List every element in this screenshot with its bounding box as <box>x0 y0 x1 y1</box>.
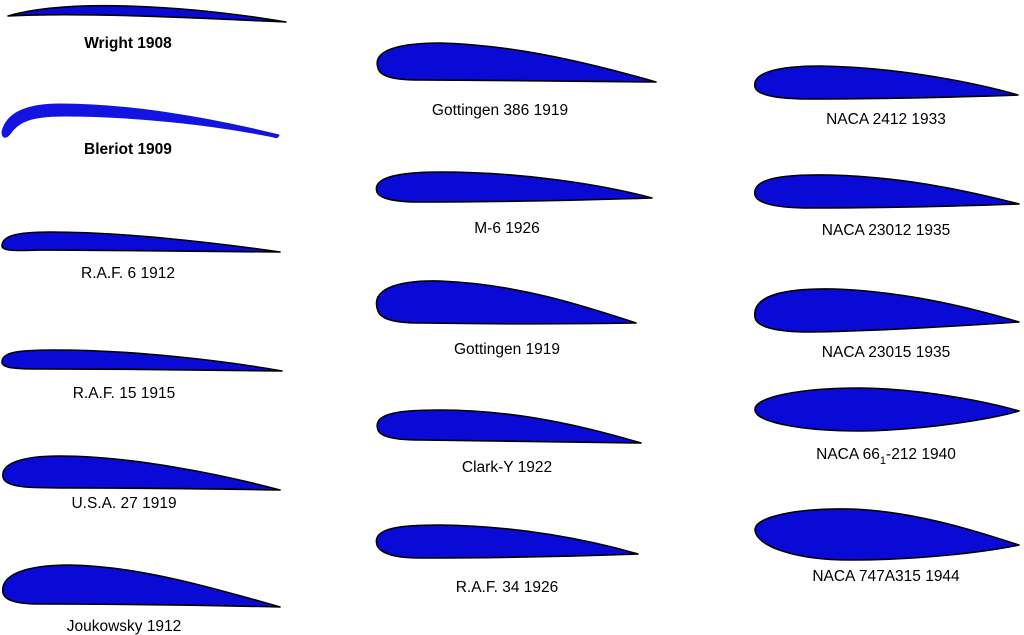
airfoil-shape-bleriot-1909 <box>1 103 280 139</box>
airfoil-shape-wright-1908 <box>7 4 287 23</box>
airfoil-shape-clarky-1922 <box>376 409 642 444</box>
airfoil-label-clarky-1922: Clark-Y 1922 <box>462 459 552 476</box>
airfoil-label-m6-1926: M-6 1926 <box>474 220 539 237</box>
airfoil-label-usa27-1919: U.S.A. 27 1919 <box>71 495 176 512</box>
airfoil-label-naca23015-1935: NACA 23015 1935 <box>822 344 950 361</box>
airfoil-label-naca23012-1935: NACA 23012 1935 <box>822 222 950 239</box>
label-part-suffix: -212 1940 <box>886 446 956 463</box>
airfoil-shape-gottingen386-1919 <box>376 42 657 83</box>
label-part-subscript: 1 <box>880 455 886 467</box>
airfoil-label-naca747a315-1944: NACA 747A315 1944 <box>812 568 960 585</box>
airfoil-label-joukowsky-1912: Joukowsky 1912 <box>67 618 182 635</box>
airfoil-label-gottingen386-1919: Gottingen 386 1919 <box>432 102 568 119</box>
airfoil-label-bleriot-1909: Bleriot 1909 <box>84 141 172 158</box>
airfoil-label-gottingen-1919: Gottingen 1919 <box>454 341 560 358</box>
airfoil-shape-raf15-1915 <box>1 349 283 372</box>
airfoil-shape-gottingen-1919 <box>375 280 637 325</box>
airfoil-label-naca661-212-1940: NACA 661-212 1940 <box>816 446 956 467</box>
airfoil-shape-naca23012-1935 <box>754 174 1020 209</box>
airfoil-shape-naca661-212-1940 <box>754 387 1020 432</box>
airfoil-label-raf34-1926: R.A.F. 34 1926 <box>456 579 559 596</box>
airfoil-shape-usa27-1919 <box>2 455 281 491</box>
airfoil-shape-naca2412-1933 <box>754 65 1019 100</box>
airfoil-label-raf6-1912: R.A.F. 6 1912 <box>81 265 175 282</box>
airfoil-shape-m6-1926 <box>375 171 653 203</box>
airfoil-label-wright-1908: Wright 1908 <box>84 35 172 52</box>
airfoil-shape-raf34-1926 <box>375 524 639 559</box>
airfoil-label-raf15-1915: R.A.F. 15 1915 <box>73 385 176 402</box>
airfoil-shape-naca23015-1935 <box>754 288 1020 333</box>
airfoil-label-naca2412-1933: NACA 2412 1933 <box>826 111 946 128</box>
label-part-main: NACA 66 <box>816 446 880 463</box>
airfoil-shape-joukowsky-1912 <box>2 564 281 608</box>
airfoil-shape-raf6-1912 <box>1 231 281 253</box>
airfoil-shape-naca747a315-1944 <box>754 508 1020 561</box>
